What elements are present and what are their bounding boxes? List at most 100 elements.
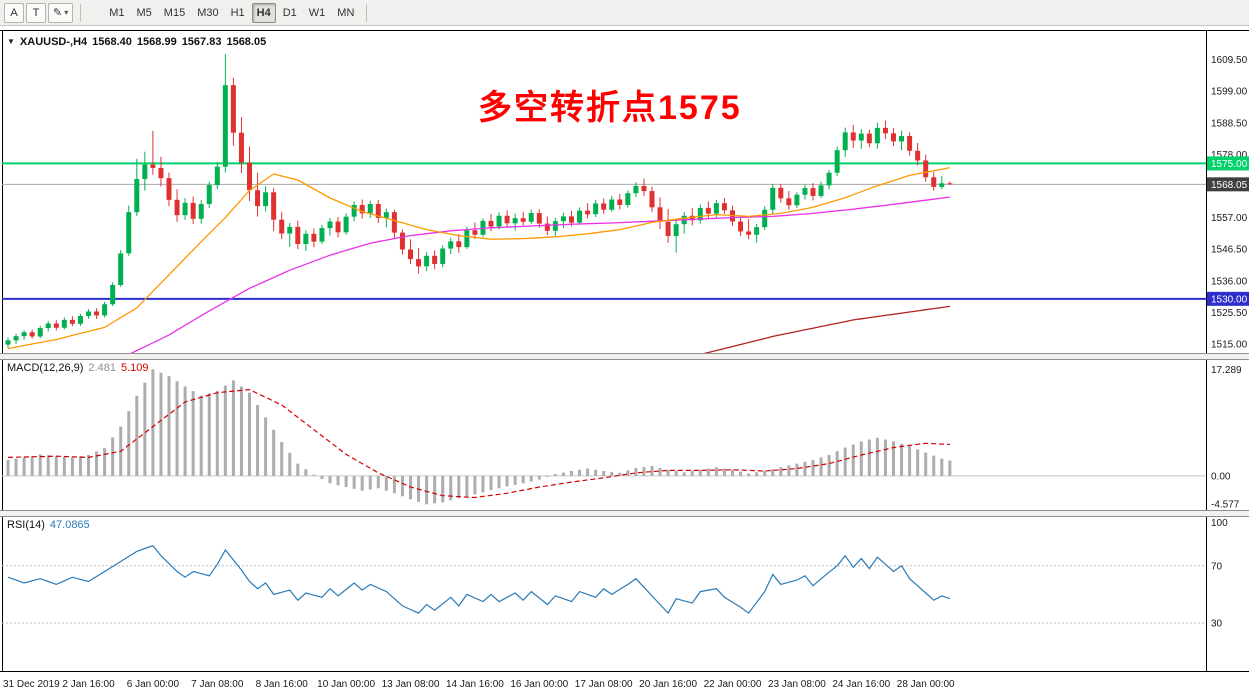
toolbar-separator xyxy=(80,3,82,22)
candle-body xyxy=(746,231,752,235)
candle-body xyxy=(247,162,252,191)
candle-body xyxy=(899,136,905,142)
macd-histogram xyxy=(6,369,952,505)
macd-signal-line xyxy=(7,388,950,499)
dropdown-arrow-icon: ▾ xyxy=(64,7,69,17)
candle-body xyxy=(544,223,550,231)
candle-body xyxy=(810,188,816,196)
candle-body xyxy=(577,210,583,223)
time-axis-label: 10 Jan 00:00 xyxy=(317,679,375,690)
panel-separator[interactable] xyxy=(0,353,1249,360)
candle-body xyxy=(416,259,422,267)
candle-body xyxy=(657,207,663,222)
candle-body xyxy=(118,253,124,285)
candle-body xyxy=(665,221,671,236)
candle-body xyxy=(601,203,607,210)
candle-body xyxy=(335,221,341,233)
candle-body xyxy=(279,219,285,234)
timeframe-mn-button[interactable]: MN xyxy=(332,3,359,23)
panel-separator[interactable] xyxy=(0,510,1249,517)
candle-body xyxy=(255,190,261,207)
timeframe-h1-button[interactable]: H1 xyxy=(226,3,250,23)
macd-axis-label: -4.577 xyxy=(1211,500,1240,511)
candle-body xyxy=(520,218,526,222)
candle-body xyxy=(45,323,51,329)
candle-body xyxy=(432,255,438,264)
timeframe-m15-button[interactable]: M15 xyxy=(159,3,190,23)
candle-body xyxy=(609,199,615,210)
timeframe-d1-button[interactable]: D1 xyxy=(278,3,302,23)
macd-panel xyxy=(2,369,1206,505)
resistance-price-badge-label: 1575.00 xyxy=(1211,159,1248,170)
candle-body xyxy=(77,315,83,324)
chart-annotation-text[interactable]: 多空转折点1575 xyxy=(478,89,742,127)
candle-body xyxy=(633,185,639,194)
candle-body xyxy=(472,230,478,235)
candle-body xyxy=(560,216,566,222)
candle-body xyxy=(222,85,228,167)
macd-indicator-label: MACD(12,26,9) 2.481 5.109 xyxy=(7,362,153,374)
time-axis-label: 7 Jan 08:00 xyxy=(191,679,244,690)
timeframe-h4-button[interactable]: H4 xyxy=(251,2,276,23)
candle-body xyxy=(166,178,172,200)
ohlc-close: 1568.05 xyxy=(226,36,267,48)
timeframe-w1-button[interactable]: W1 xyxy=(304,3,331,23)
candle-body xyxy=(69,319,75,324)
rsi-line xyxy=(7,544,951,615)
price-axis-label: 1515.00 xyxy=(1211,339,1248,350)
candle-body xyxy=(915,150,921,161)
candle-body xyxy=(641,185,647,192)
candle-body xyxy=(649,191,655,208)
candle-body xyxy=(61,319,67,328)
timeframe-m1-button[interactable]: M1 xyxy=(104,3,129,23)
toolbar: A T ✎ ▾ M1 M5 M15 M30 H1 H4 D1 W1 MN xyxy=(0,0,1249,26)
candle-body xyxy=(770,187,776,210)
timeframe-m30-button[interactable]: M30 xyxy=(192,3,223,23)
time-axis-label: 2 Jan 16:00 xyxy=(62,679,115,690)
drawing-tools-button[interactable]: ✎ ▾ xyxy=(48,2,74,23)
candle-body xyxy=(754,227,760,235)
time-axis-label: 14 Jan 16:00 xyxy=(446,679,504,690)
time-axis-label: 24 Jan 16:00 xyxy=(832,679,890,690)
candle-body xyxy=(496,215,502,227)
candle-body xyxy=(593,203,599,215)
timeframe-m5-button[interactable]: M5 xyxy=(132,3,157,23)
ma-long-line xyxy=(703,305,950,353)
candle-body xyxy=(488,220,494,227)
candle-body xyxy=(271,192,277,220)
candle-body xyxy=(625,193,631,205)
chart-template-button[interactable]: T xyxy=(26,2,46,23)
candle-body xyxy=(343,216,349,233)
candle-body xyxy=(874,127,880,144)
candle-body xyxy=(939,183,945,187)
rsi-panel xyxy=(2,544,1206,624)
candle-body xyxy=(182,202,188,216)
rsi-axis-label: 100 xyxy=(1211,518,1228,529)
macd-main-value: 2.481 xyxy=(88,362,116,374)
toolbar-separator xyxy=(366,3,368,22)
candle-body xyxy=(375,204,381,218)
time-axis-label: 22 Jan 00:00 xyxy=(704,679,762,690)
price-axis-label: 1546.50 xyxy=(1211,245,1248,256)
candle-body xyxy=(858,133,864,141)
rsi-axis-label: 70 xyxy=(1211,561,1223,572)
candle-body xyxy=(697,207,703,221)
axes: 1609.50 1599.00 1588.50 1578.00 1557.00 1546.… xyxy=(3,55,1249,690)
time-axis-label: 8 Jan 16:00 xyxy=(256,679,309,690)
support-price-badge xyxy=(1207,291,1249,306)
candle-body xyxy=(778,187,784,199)
candle-body xyxy=(13,336,19,341)
candle-body xyxy=(536,213,542,224)
ohlc-open: 1568.40 xyxy=(92,36,132,48)
price-axis-label: 1536.00 xyxy=(1211,276,1248,287)
time-axis-label: 6 Jan 00:00 xyxy=(127,679,180,690)
candle-body xyxy=(351,204,357,217)
candle-body xyxy=(206,185,212,205)
candle-body xyxy=(238,132,244,163)
candle-body xyxy=(907,136,913,151)
text-style-button[interactable]: A xyxy=(4,2,24,23)
ohlc-high: 1568.99 xyxy=(136,36,177,48)
candle-body xyxy=(359,204,365,214)
